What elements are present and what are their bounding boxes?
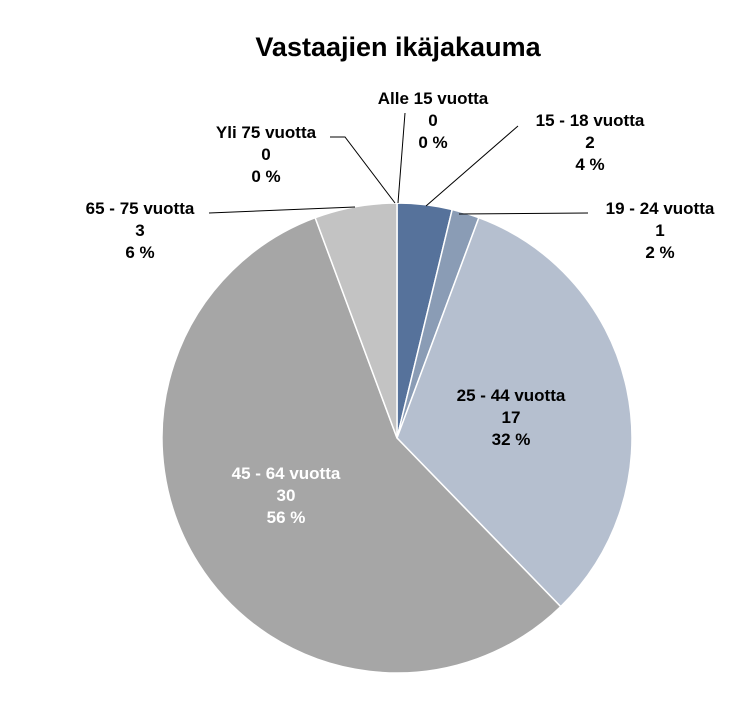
data-label: 25 - 44 vuotta 17 32 %: [457, 386, 566, 449]
data-label-category: Alle 15 vuotta: [378, 89, 489, 108]
data-label-value: 2: [585, 133, 594, 152]
data-label-percent: 6 %: [125, 243, 154, 262]
leader-line: [397, 112, 406, 204]
data-label-value: 3: [135, 221, 144, 240]
pie-slice: [161, 216, 562, 674]
data-label-category: 65 - 75 vuotta: [86, 199, 195, 218]
chart-title: Vastaajien ikäjakauma: [255, 32, 541, 62]
pie-slice: [396, 216, 633, 608]
slice-labels: Alle 15 vuotta 0 0 % 15 - 18 vuotta 2 4 % 19 -…: [86, 89, 715, 527]
leader-line: [208, 206, 356, 214]
data-label: Alle 15 vuotta 0 0 %: [378, 89, 489, 152]
data-label-percent: 2 %: [645, 243, 674, 262]
data-label: 65 - 75 vuotta 3 6 %: [86, 199, 195, 262]
pie-slices: [161, 202, 633, 674]
data-label-value: 30: [277, 486, 296, 505]
data-label-category: 19 - 24 vuotta: [606, 199, 715, 218]
data-label-value: 1: [655, 221, 664, 240]
data-label-category: Yli 75 vuotta: [216, 123, 317, 142]
data-label-percent: 56 %: [267, 508, 306, 527]
data-label-category: 25 - 44 vuotta: [457, 386, 566, 405]
data-label: 45 - 64 vuotta 30 56 %: [232, 464, 341, 527]
data-label-percent: 32 %: [492, 430, 531, 449]
leader-line: [330, 136, 396, 204]
leader-line: [425, 125, 519, 207]
data-label-value: 0: [261, 145, 270, 164]
pie-slice: [314, 202, 398, 439]
leader-lines: [208, 112, 589, 215]
data-label: Yli 75 vuotta 0 0 %: [216, 123, 317, 186]
data-label-value: 0: [428, 111, 437, 130]
data-label-percent: 4 %: [575, 155, 604, 174]
data-label-percent: 0 %: [418, 133, 447, 152]
data-label-value: 17: [502, 408, 521, 427]
data-label: 15 - 18 vuotta 2 4 %: [536, 111, 645, 174]
leader-line: [458, 212, 589, 215]
data-label: 19 - 24 vuotta 1 2 %: [606, 199, 715, 262]
data-label-percent: 0 %: [251, 167, 280, 186]
data-label-category: 15 - 18 vuotta: [536, 111, 645, 130]
data-label-category: 45 - 64 vuotta: [232, 464, 341, 483]
